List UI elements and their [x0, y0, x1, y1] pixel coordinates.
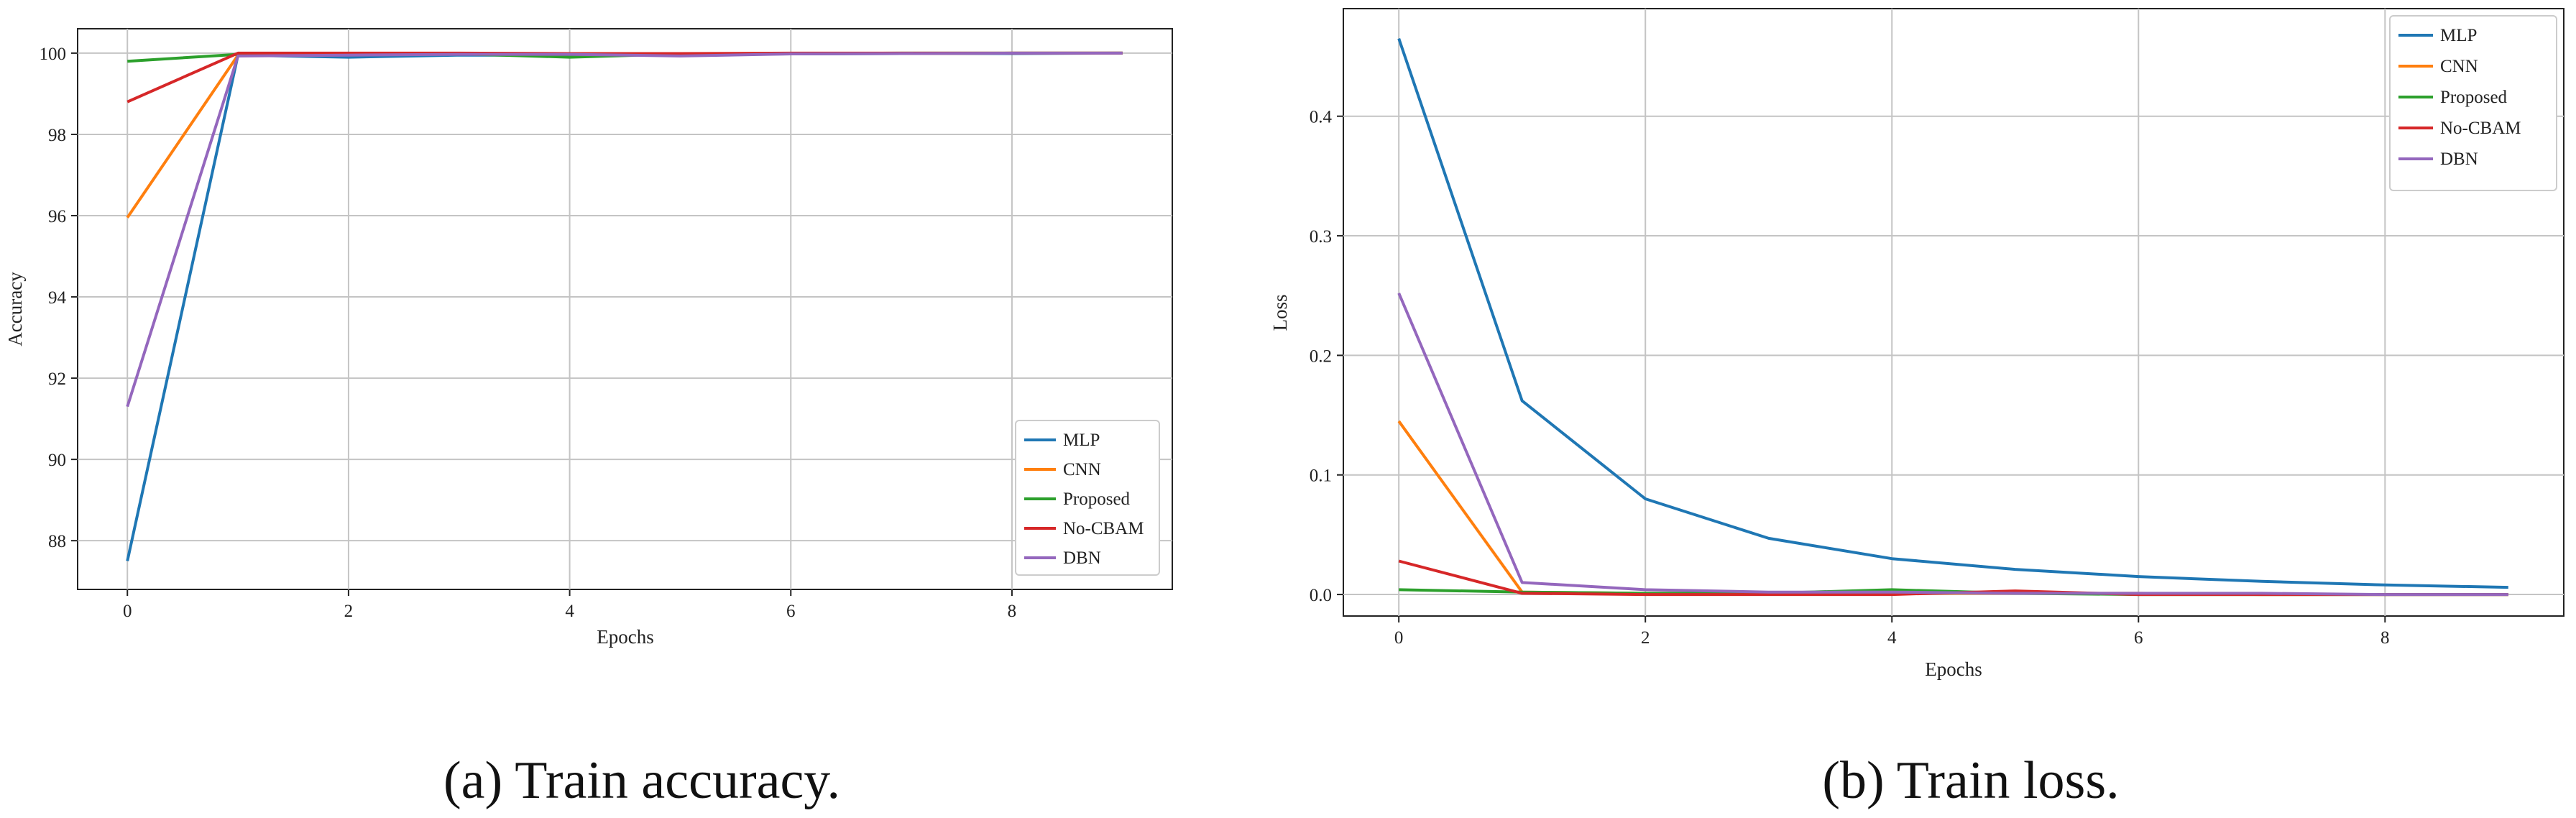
accuracy-series — [126, 51, 1123, 561]
caption-loss: (b) Train loss. — [1822, 751, 2119, 810]
loss-legend-label-no-cbam: No-CBAM — [2440, 119, 2521, 138]
loss-y-axis-label: Loss — [1269, 294, 1291, 331]
loss-x-tick-label: 6 — [2134, 628, 2143, 648]
loss-y-tick-label: 0.4 — [1310, 108, 1333, 127]
accuracy-x-tick-label: 0 — [123, 602, 132, 621]
loss-y-ticks: 0.0 0.1 0.2 0.3 0.4 — [1310, 108, 1343, 605]
accuracy-legend-label-mlp: MLP — [1063, 431, 1100, 450]
loss-legend-label-mlp: MLP — [2440, 26, 2477, 45]
accuracy-legend-label-no-cbam: No-CBAM — [1063, 519, 1144, 538]
accuracy-y-tick-label: 90 — [48, 451, 66, 470]
loss-x-tick-label: 2 — [1641, 628, 1650, 648]
loss-legend-box — [2389, 15, 2557, 191]
accuracy-y-tick-label: 98 — [48, 126, 66, 145]
accuracy-grid — [78, 29, 1172, 589]
accuracy-y-axis-label: Accuracy — [4, 272, 26, 346]
accuracy-x-tick-label: 4 — [565, 602, 574, 621]
loss-x-ticks: 0 2 4 6 8 — [1394, 616, 2390, 648]
accuracy-legend-label-proposed: Proposed — [1063, 490, 1131, 509]
loss-series — [1397, 37, 2508, 597]
accuracy-y-tick-label: 88 — [48, 532, 66, 551]
loss-legend: MLP CNN Proposed No-CBAM DBN — [2389, 15, 2557, 191]
accuracy-x-tick-label: 2 — [344, 602, 354, 621]
accuracy-x-tick-label: 8 — [1008, 602, 1017, 621]
accuracy-chart: 0 2 4 6 8 88 90 92 94 96 98 100 Epochs Accuracy ML… — [4, 28, 1173, 648]
loss-y-tick-label: 0.1 — [1310, 467, 1332, 486]
loss-x-axis-label: Epochs — [1925, 658, 1982, 680]
loss-series-dbn-line — [1397, 293, 2508, 597]
accuracy-legend-box — [1015, 420, 1160, 576]
accuracy-x-tick-label: 6 — [786, 602, 796, 621]
accuracy-x-ticks: 0 2 4 6 8 — [123, 589, 1016, 621]
caption-accuracy: (a) Train accuracy. — [443, 751, 840, 810]
accuracy-legend-label-cnn: CNN — [1063, 460, 1101, 479]
loss-x-tick-label: 8 — [2380, 628, 2390, 648]
loss-legend-label-dbn: DBN — [2440, 150, 2478, 169]
accuracy-legend: MLP CNN Proposed No-CBAM DBN — [1015, 420, 1160, 576]
accuracy-y-tick-label: 96 — [48, 207, 66, 226]
accuracy-series-dbn-line — [126, 51, 1123, 408]
loss-chart: 0 2 4 6 8 0.0 0.1 0.2 0.3 0.4 Epochs Loss MLP CNN… — [1269, 8, 2564, 680]
loss-y-tick-label: 0.2 — [1310, 346, 1332, 366]
accuracy-legend-label-dbn: DBN — [1063, 548, 1101, 568]
accuracy-y-ticks: 88 90 92 94 96 98 100 — [40, 45, 78, 551]
loss-y-tick-label: 0.3 — [1310, 227, 1332, 247]
accuracy-x-axis-label: Epochs — [597, 626, 653, 648]
loss-plot-area — [1343, 8, 2564, 617]
accuracy-plot-area — [77, 28, 1173, 590]
loss-series-mlp-line — [1397, 37, 2508, 589]
loss-x-tick-label: 0 — [1394, 628, 1404, 648]
accuracy-y-tick-label: 94 — [48, 288, 67, 308]
loss-x-tick-label: 4 — [1887, 628, 1897, 648]
accuracy-y-tick-label: 100 — [40, 45, 67, 64]
loss-legend-label-cnn: CNN — [2440, 57, 2478, 76]
loss-legend-label-proposed: Proposed — [2440, 88, 2508, 107]
accuracy-y-tick-label: 92 — [48, 369, 66, 389]
loss-y-tick-label: 0.0 — [1310, 586, 1332, 605]
